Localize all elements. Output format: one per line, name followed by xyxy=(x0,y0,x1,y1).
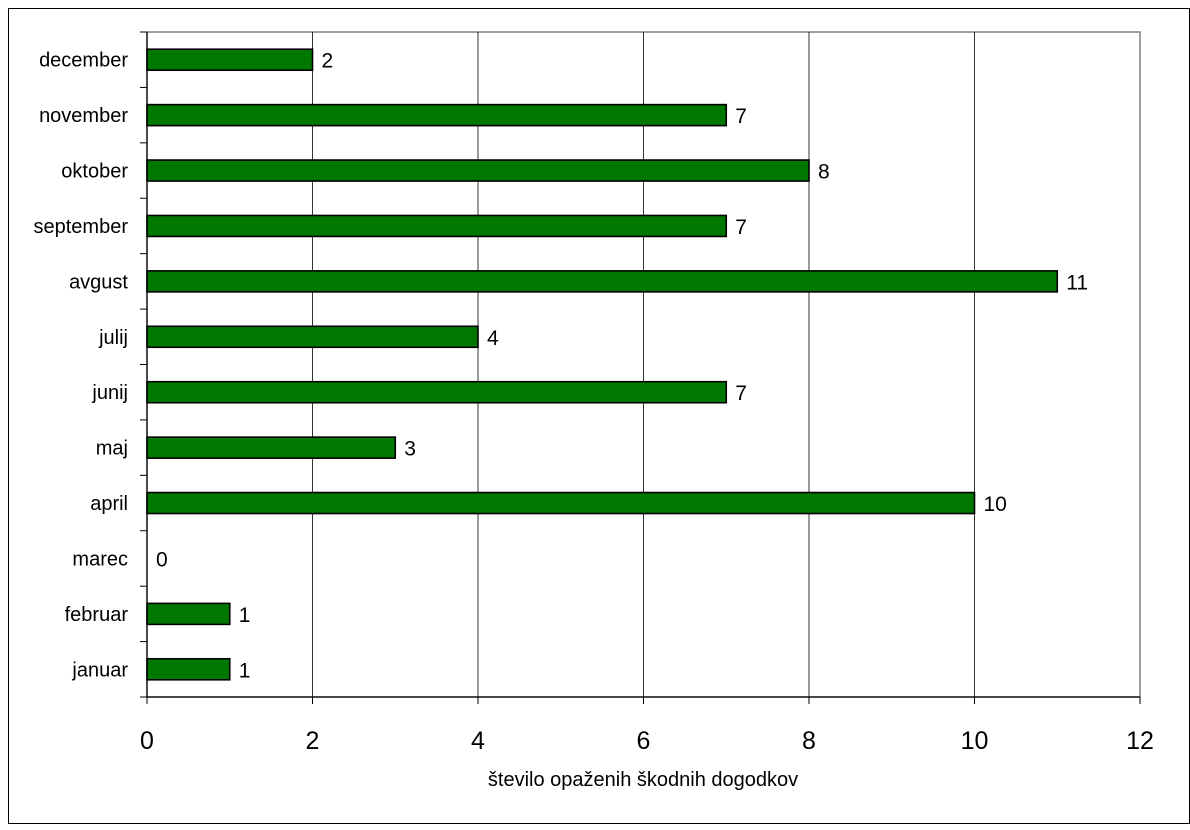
bar-september xyxy=(146,214,728,238)
bars xyxy=(146,48,1059,681)
category-label-marec: marec xyxy=(72,548,128,570)
x-tick-label: 12 xyxy=(1126,727,1154,755)
bar-februar xyxy=(146,602,231,626)
bar-januar xyxy=(146,657,231,681)
value-label-november: 7 xyxy=(735,105,747,128)
category-label-avgust: avgust xyxy=(69,271,128,293)
category-label-april: april xyxy=(90,493,128,515)
value-label-maj: 3 xyxy=(404,438,416,461)
category-label-december: december xyxy=(39,50,128,72)
category-label-junij: junij xyxy=(91,382,128,404)
value-label-september: 7 xyxy=(735,216,747,239)
bar-oktober xyxy=(146,159,810,182)
x-tick-label: 2 xyxy=(306,727,320,755)
value-label-februar: 1 xyxy=(239,604,251,627)
x-axis-title: število opaženih škodnih dogodkov xyxy=(488,769,798,791)
bar-avgust xyxy=(146,270,1059,293)
x-tick-label: 0 xyxy=(140,727,154,755)
category-label-november: november xyxy=(39,105,128,127)
value-label-oktober: 8 xyxy=(818,161,830,184)
x-tick-label: 8 xyxy=(802,727,816,755)
bar-maj xyxy=(146,436,397,459)
bar-december xyxy=(146,48,314,72)
x-tick-label: 6 xyxy=(637,727,651,755)
bar-november xyxy=(146,103,728,127)
value-label-junij: 7 xyxy=(735,382,747,405)
bar-julij xyxy=(146,325,479,349)
category-label-februar: februar xyxy=(65,604,129,626)
axes xyxy=(140,31,1141,704)
value-label-december: 2 xyxy=(322,50,334,73)
bar-april xyxy=(146,491,976,515)
category-label-september: september xyxy=(34,216,129,238)
value-label-januar: 1 xyxy=(239,659,251,682)
category-label-oktober: oktober xyxy=(61,161,128,183)
value-label-avgust: 11 xyxy=(1066,271,1088,294)
category-label-maj: maj xyxy=(96,438,128,460)
x-tick-label: 10 xyxy=(961,727,989,755)
value-label-julij: 4 xyxy=(487,327,499,350)
value-label-april: 10 xyxy=(984,493,1007,516)
x-tick-label: 4 xyxy=(471,727,485,755)
labels: 0 2 4 6 8 10 12 1 januar 1 februar 0 marec 10 april 3 ma… xyxy=(34,50,1154,755)
bar-junij xyxy=(146,380,728,404)
chart-frame xyxy=(8,8,1190,824)
value-label-marec: 0 xyxy=(156,548,168,571)
category-label-julij: julij xyxy=(98,327,128,349)
category-label-januar: januar xyxy=(71,659,128,681)
